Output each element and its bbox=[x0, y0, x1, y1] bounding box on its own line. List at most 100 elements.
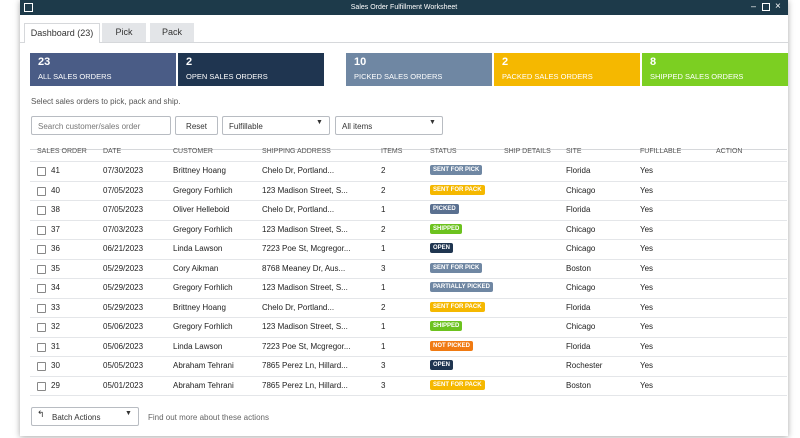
status-badge: SENT FOR PICK bbox=[430, 262, 483, 273]
row-divider bbox=[30, 219, 787, 221]
summary-card[interactable]: 2 OPEN SALES ORDERS bbox=[178, 53, 324, 86]
status-badge: SENT FOR PACK bbox=[430, 184, 485, 195]
row-checkbox[interactable] bbox=[37, 186, 46, 196]
card-count: 2 bbox=[502, 56, 509, 68]
cell-order: 34 bbox=[51, 283, 60, 292]
row-checkbox[interactable] bbox=[37, 381, 46, 391]
row-divider bbox=[30, 317, 787, 318]
column-header: FUFILLABLE bbox=[640, 148, 682, 155]
search-input[interactable]: Search customer/sales order bbox=[31, 116, 171, 135]
cell-address: 7223 Poe St, Mcgregor... bbox=[262, 341, 351, 351]
card-count: 2 bbox=[186, 56, 193, 68]
minimize-button[interactable]: – bbox=[751, 1, 757, 11]
tab[interactable]: Dashboard (23) bbox=[24, 23, 100, 43]
window-icon bbox=[24, 3, 33, 12]
cell-customer: Abraham Tehrani bbox=[173, 361, 234, 370]
cell-fulfillable: Yes bbox=[640, 302, 654, 312]
cell-site: Chicago bbox=[566, 322, 596, 331]
cell-items: 1 bbox=[381, 341, 386, 351]
cell-customer: Gregory Forhlich bbox=[173, 224, 233, 234]
tab[interactable]: Pick bbox=[102, 23, 146, 42]
row-checkbox[interactable] bbox=[37, 362, 46, 371]
cell-order: 41 bbox=[51, 166, 60, 175]
row-checkbox[interactable] bbox=[37, 206, 46, 215]
column-header: CUSTOMER bbox=[173, 148, 213, 155]
instructions: Select sales orders to pick, pack and sh… bbox=[31, 97, 181, 106]
cell-site: Boston bbox=[566, 263, 591, 273]
cell-fulfillable: Yes bbox=[640, 185, 654, 195]
status-badge: SENT FOR PICK bbox=[430, 165, 483, 175]
row-checkbox[interactable] bbox=[37, 245, 46, 254]
window: Sales Order Fulfillment Worksheet – × Da… bbox=[20, 0, 788, 436]
cell-date: 05/05/2023 bbox=[103, 361, 144, 370]
summary-card[interactable]: 23 ALL SALES ORDERS bbox=[30, 53, 176, 86]
cell-site: Chicago bbox=[566, 283, 596, 292]
help-link[interactable]: Find out more about these actions bbox=[148, 413, 269, 422]
cell-fulfillable: Yes bbox=[640, 380, 654, 390]
maximize-button[interactable] bbox=[762, 3, 770, 11]
cell-customer: Abraham Tehrani bbox=[173, 380, 234, 390]
row-checkbox[interactable] bbox=[37, 342, 46, 352]
status-badge: SHIPPED bbox=[430, 321, 463, 331]
cell-address: 123 Madison Street, S... bbox=[262, 185, 348, 195]
cell-address: 7865 Perez Ln, Hillard... bbox=[262, 380, 348, 390]
cell-date: 05/06/2023 bbox=[103, 341, 144, 351]
row-checkbox[interactable] bbox=[37, 284, 46, 293]
fulfillment-select[interactable]: Fulfillable bbox=[222, 116, 330, 135]
cell-customer: Brittney Hoang bbox=[173, 166, 226, 175]
row-divider bbox=[30, 375, 787, 377]
summary-card[interactable]: 8 SHIPPED SALES ORDERS bbox=[642, 53, 788, 86]
cell-date: 07/05/2023 bbox=[103, 185, 144, 195]
summary-card[interactable]: 10 PICKED SALES ORDERS bbox=[346, 53, 492, 86]
tab[interactable]: Pack bbox=[150, 23, 194, 42]
items-select[interactable]: All items bbox=[335, 116, 443, 135]
cell-fulfillable: Yes bbox=[640, 322, 654, 331]
cell-date: 05/29/2023 bbox=[103, 263, 144, 273]
cell-fulfillable: Yes bbox=[640, 341, 654, 351]
reset-button[interactable]: Reset bbox=[175, 116, 218, 135]
dropdown-arrow: ▼ bbox=[316, 119, 323, 126]
window-title: Sales Order Fulfillment Worksheet bbox=[350, 4, 458, 11]
cell-customer: Cory Aikman bbox=[173, 263, 219, 273]
cell-fulfillable: Yes bbox=[640, 263, 654, 273]
card-count: 8 bbox=[650, 56, 657, 68]
cell-address: Chelo Dr, Portland... bbox=[262, 205, 335, 214]
batch-actions-button[interactable]: Batch Actions bbox=[31, 407, 139, 426]
cell-order: 36 bbox=[51, 244, 60, 253]
cell-site: Rochester bbox=[566, 361, 603, 370]
column-header: DATE bbox=[103, 148, 122, 155]
cell-address: 7865 Perez Ln, Hillard... bbox=[262, 361, 348, 370]
row-checkbox[interactable] bbox=[37, 303, 46, 313]
close-button[interactable]: × bbox=[775, 1, 781, 12]
row-divider bbox=[30, 180, 787, 182]
cell-order: 30 bbox=[51, 361, 60, 370]
status-badge: SHIPPED bbox=[430, 223, 463, 234]
row-checkbox[interactable] bbox=[37, 264, 46, 274]
column-header: ACTION bbox=[716, 148, 743, 155]
cell-order: 37 bbox=[51, 224, 60, 234]
status-badge: OPEN bbox=[430, 243, 454, 253]
cell-site: Florida bbox=[566, 166, 591, 175]
row-divider bbox=[30, 200, 787, 201]
cell-fulfillable: Yes bbox=[640, 361, 654, 370]
status-badge: NOT PICKED bbox=[430, 340, 474, 351]
card-label: SHIPPED SALES ORDERS bbox=[650, 72, 744, 81]
summary-card[interactable]: 2 PACKED SALES ORDERS bbox=[494, 53, 640, 86]
row-checkbox[interactable] bbox=[37, 167, 46, 176]
cell-site: Chicago bbox=[566, 244, 596, 253]
cell-fulfillable: Yes bbox=[640, 205, 654, 214]
row-checkbox[interactable] bbox=[37, 225, 46, 235]
cell-customer: Linda Lawson bbox=[173, 244, 223, 253]
cell-date: 06/21/2023 bbox=[103, 244, 144, 253]
cell-address: 123 Madison Street, S... bbox=[262, 322, 348, 331]
cell-customer: Brittney Hoang bbox=[173, 302, 226, 312]
row-checkbox[interactable] bbox=[37, 323, 46, 332]
row-divider bbox=[30, 161, 787, 162]
dropdown-arrow: ▼ bbox=[125, 410, 132, 417]
cell-order: 38 bbox=[51, 205, 60, 214]
cell-items: 2 bbox=[381, 185, 386, 195]
cell-site: Florida bbox=[566, 341, 591, 351]
cell-fulfillable: Yes bbox=[640, 283, 654, 292]
cell-address: Chelo Dr, Portland... bbox=[262, 302, 335, 312]
